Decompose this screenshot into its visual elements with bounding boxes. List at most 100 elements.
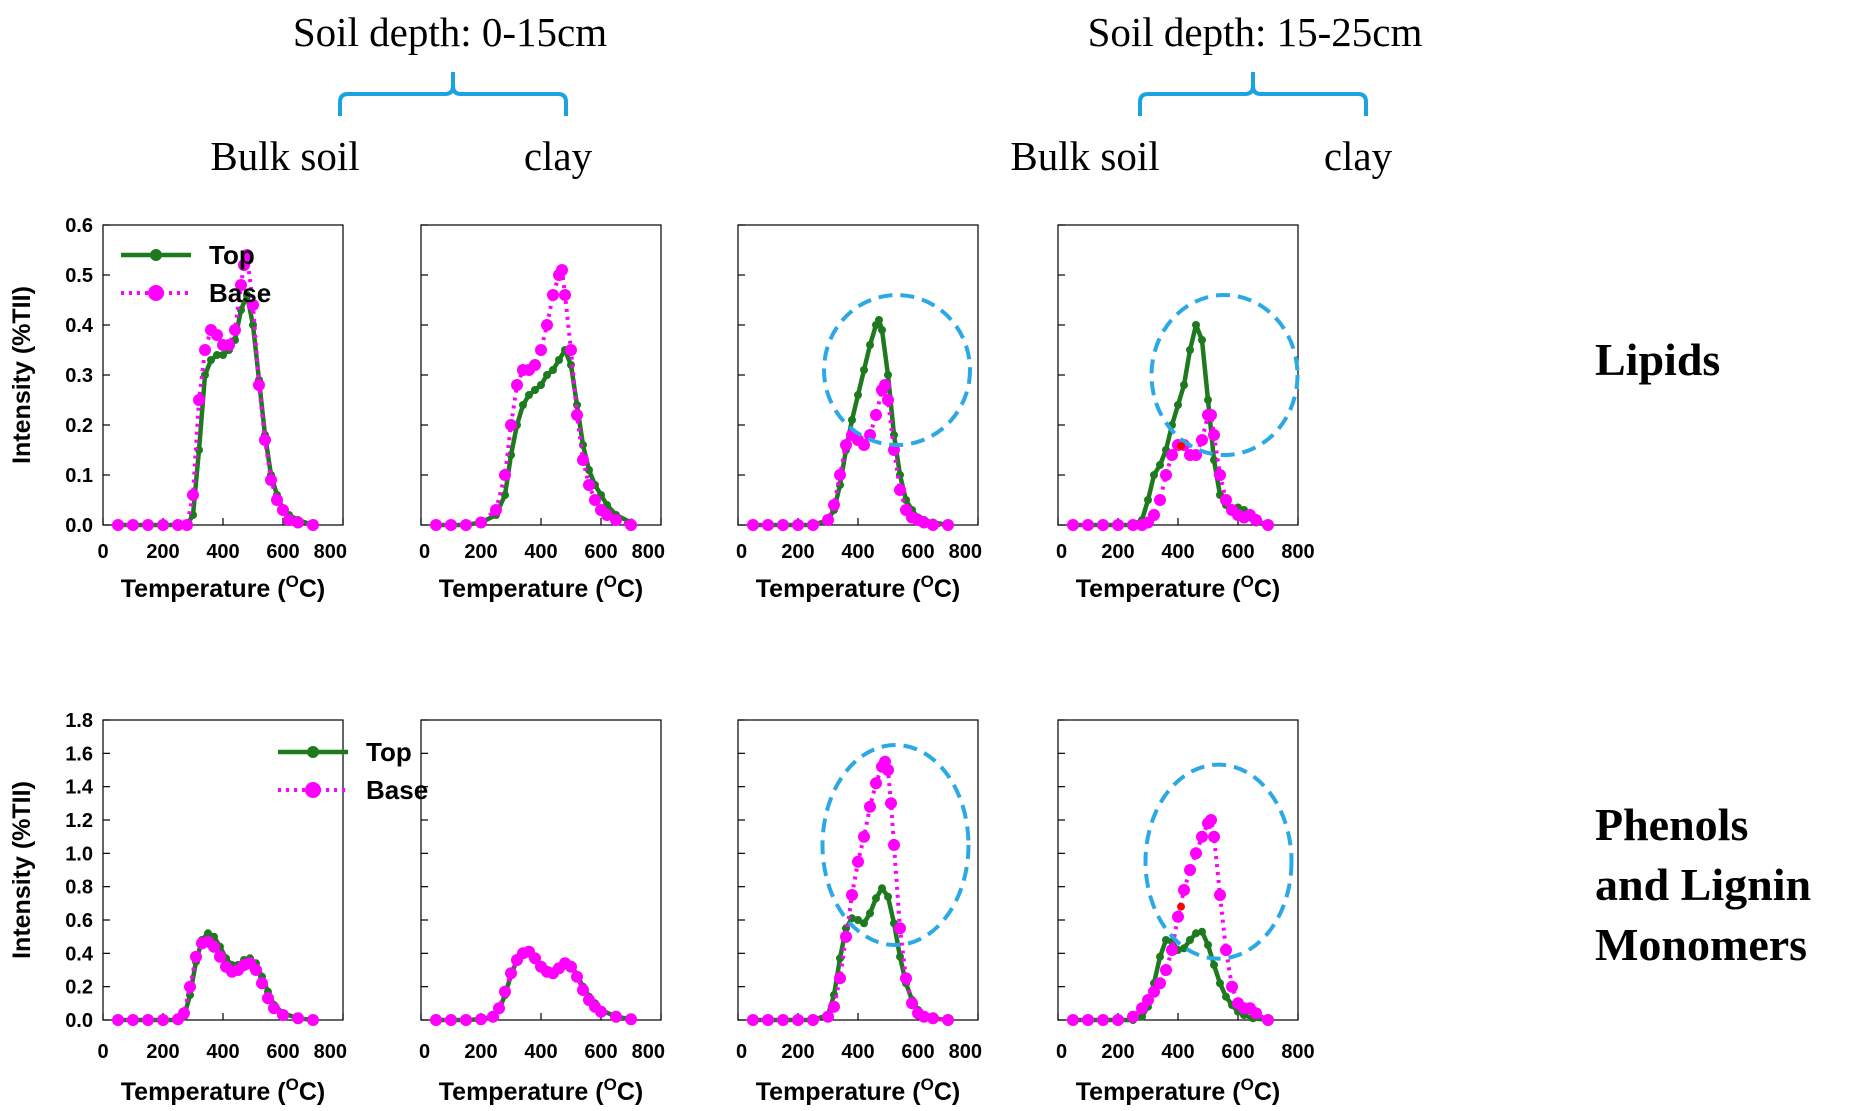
- data-point: [807, 1014, 819, 1026]
- x-axis-label: Temperature (OC): [439, 1075, 643, 1106]
- data-point: [834, 972, 846, 985]
- data-point: [1166, 449, 1178, 461]
- x-tick-label: 400: [524, 1041, 557, 1063]
- data-point: [1204, 396, 1212, 404]
- legend-marker: [305, 782, 321, 798]
- x-tick-label: 200: [146, 1041, 179, 1063]
- data-point: [866, 909, 874, 918]
- data-point: [460, 519, 472, 531]
- data-point: [243, 291, 251, 299]
- data-point: [807, 519, 819, 531]
- plot-frame: [420, 224, 662, 526]
- data-point: [1214, 469, 1226, 481]
- data-point: [505, 967, 517, 980]
- y-tick-label: 1.2: [65, 810, 93, 832]
- data-point: [1184, 864, 1196, 876]
- data-point: [112, 1014, 124, 1026]
- data-point: [852, 855, 864, 868]
- data-point: [1097, 1014, 1109, 1026]
- data-point: [292, 516, 304, 529]
- data-point: [511, 379, 523, 391]
- data-point: [625, 519, 637, 531]
- data-point: [1250, 514, 1262, 526]
- fraction-label: clay: [1324, 133, 1393, 179]
- data-point: [1172, 910, 1184, 923]
- row-label: Phenols: [1595, 799, 1748, 850]
- series-line: [1073, 818, 1269, 1022]
- x-tick-label: 600: [584, 1041, 617, 1063]
- chart-panels: 0.00.10.20.30.40.50.60 200 400 600 800Temper…: [8, 215, 1315, 1106]
- x-tick-label: 400: [206, 1041, 239, 1063]
- data-point: [214, 950, 226, 963]
- y-tick-label: 0.0: [65, 1010, 93, 1032]
- data-point: [777, 1014, 789, 1026]
- data-point: [918, 1010, 930, 1023]
- data-point: [1198, 336, 1206, 344]
- data-point: [207, 356, 215, 364]
- data-point: [840, 439, 852, 451]
- data-point: [860, 919, 868, 928]
- data-point: [549, 366, 557, 374]
- data-point: [1112, 519, 1124, 531]
- data-point: [846, 889, 858, 901]
- data-point: [864, 429, 876, 441]
- data-point: [834, 469, 846, 481]
- x-tick-label: 400: [524, 541, 557, 563]
- data-point: [157, 519, 169, 531]
- data-point: [541, 319, 553, 331]
- data-point: [1148, 509, 1160, 521]
- data-point: [1196, 830, 1208, 843]
- x-tick-label: 200: [1101, 541, 1134, 563]
- data-point: [822, 514, 834, 526]
- data-point: [577, 984, 589, 996]
- row-label: and Lignin: [1595, 859, 1811, 910]
- data-point: [543, 371, 551, 379]
- data-point: [1144, 496, 1152, 504]
- data-point: [577, 454, 589, 466]
- data-point: [1196, 434, 1208, 446]
- data-point: [1226, 980, 1238, 993]
- legend-label: Base: [366, 775, 428, 805]
- data-point: [127, 1014, 139, 1026]
- data-point: [625, 1013, 637, 1026]
- x-tick-label: 0: [97, 541, 108, 563]
- plot-frame: [102, 719, 344, 1021]
- x-tick-label: 600: [901, 1041, 934, 1063]
- plot-frame: [737, 224, 979, 526]
- x-axis-label: Temperature (OC): [121, 1075, 325, 1106]
- data-point: [519, 401, 527, 409]
- y-tick-label: 1.0: [65, 843, 93, 865]
- data-point: [1250, 1007, 1262, 1020]
- data-point: [112, 519, 124, 531]
- data-point: [860, 366, 868, 374]
- y-tick-label: 0.0: [65, 515, 93, 537]
- series-line: [753, 886, 949, 1023]
- data-point: [262, 992, 274, 1005]
- series-base: [430, 945, 637, 1026]
- data-point: [858, 830, 870, 843]
- data-point: [268, 1002, 280, 1015]
- data-point: [259, 434, 271, 446]
- data-point: [1210, 456, 1218, 464]
- data-point: [247, 299, 259, 311]
- data-point: [178, 1007, 190, 1020]
- data-point: [193, 394, 205, 406]
- y-axis-label: Intensity (%TII): [8, 781, 36, 959]
- data-point: [1180, 381, 1188, 389]
- x-axis-label: Temperature (OC): [1076, 1075, 1280, 1106]
- data-point: [927, 1012, 939, 1025]
- x-tick-label: 600: [266, 541, 299, 563]
- x-tick-label: 0: [736, 1041, 747, 1063]
- data-point: [1204, 941, 1212, 949]
- data-point: [265, 474, 277, 486]
- data-point: [505, 419, 517, 431]
- x-tick-label: 200: [464, 1041, 497, 1063]
- data-point: [525, 391, 533, 399]
- data-point: [1082, 519, 1094, 531]
- data-point: [1067, 519, 1079, 531]
- data-point: [828, 499, 840, 511]
- row-labels: Lipids Phenols and Lignin Monomers: [1595, 334, 1811, 970]
- data-point: [445, 1014, 457, 1026]
- data-point: [870, 777, 882, 790]
